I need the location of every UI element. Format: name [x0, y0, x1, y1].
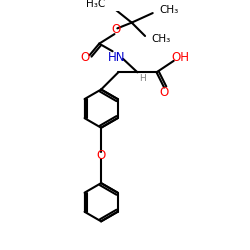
Text: H: H: [139, 74, 146, 82]
Text: O: O: [160, 86, 169, 99]
Text: O: O: [80, 52, 90, 64]
Text: CH₃: CH₃: [160, 5, 179, 15]
Text: HN: HN: [108, 50, 125, 64]
Text: CH₃: CH₃: [152, 34, 171, 44]
Text: O: O: [96, 149, 106, 162]
Text: O: O: [112, 23, 121, 36]
Text: OH: OH: [172, 50, 190, 64]
Text: H₃C: H₃C: [86, 0, 105, 8]
